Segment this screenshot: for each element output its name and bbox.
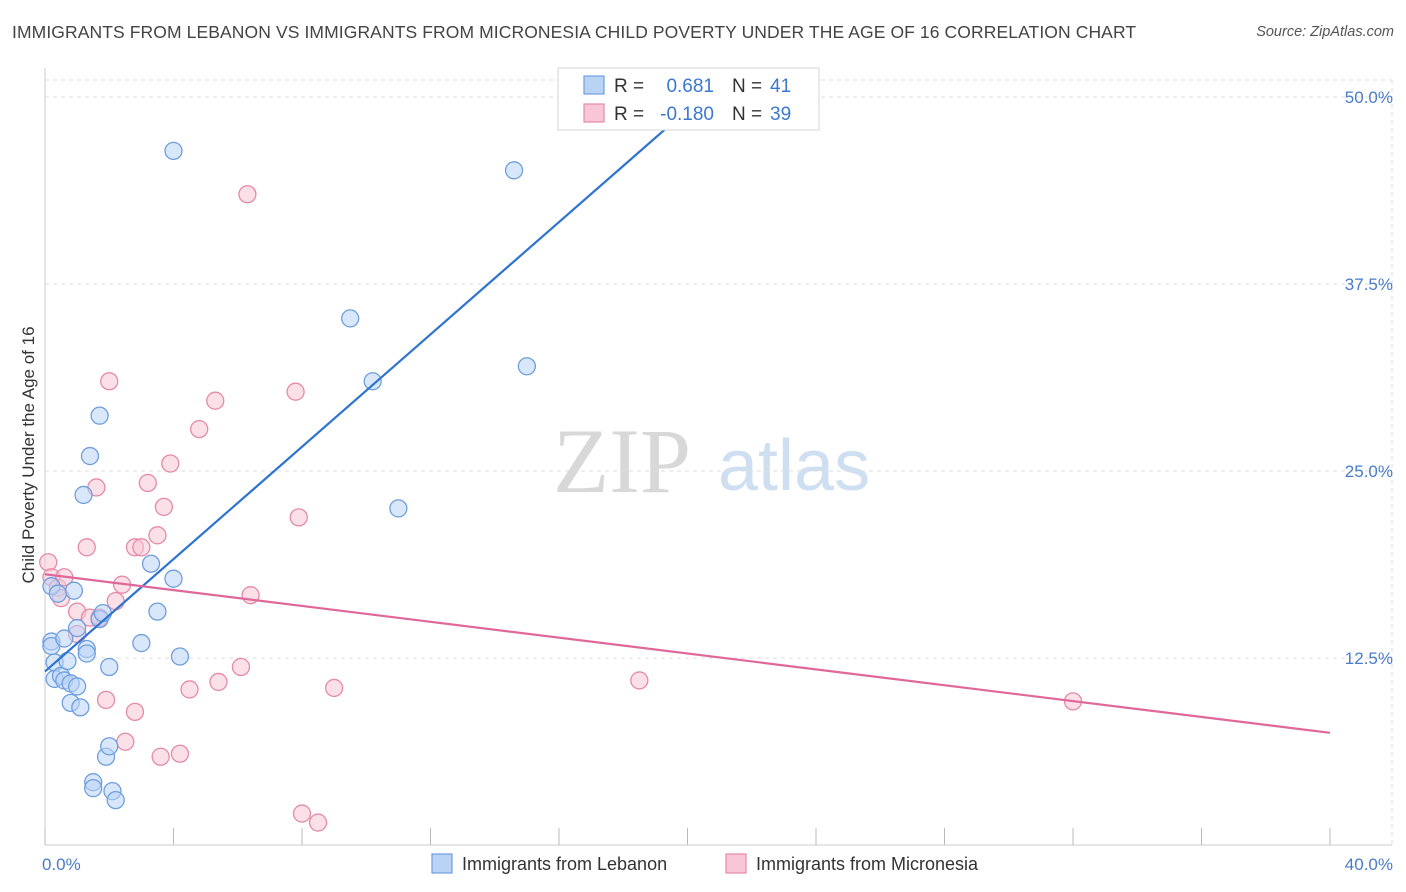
stats-swatch-micronesia	[583, 103, 605, 123]
stats-r-label-lebanon: R =	[614, 76, 644, 97]
micronesia-point-29	[238, 185, 257, 204]
lebanon-point-14	[74, 485, 93, 505]
micronesia-point-33	[289, 508, 308, 527]
micronesia-point-36	[324, 678, 344, 698]
lebanon-point-28	[132, 633, 151, 653]
micronesia-point-26	[190, 419, 209, 439]
y-tick-label-1: 25.0%	[1345, 462, 1393, 481]
micronesia-point-18	[132, 538, 151, 557]
y-tick-label-3: 50.0%	[1345, 88, 1393, 107]
lebanon-point-16	[77, 644, 96, 663]
micronesia-point-11	[96, 690, 116, 710]
micronesia-point-0	[39, 553, 58, 572]
lebanon-point-27	[106, 790, 125, 810]
watermark-atlas: atlas	[718, 426, 870, 506]
micronesia-point-23	[161, 454, 180, 473]
lebanon-point-38	[517, 357, 537, 376]
micronesia-point-21	[151, 747, 170, 766]
micronesia-point-30	[231, 657, 251, 677]
legend-swatch-lebanon	[431, 853, 453, 874]
stats-swatch-lebanon	[583, 75, 605, 95]
stats-n-label-lebanon: N =	[732, 76, 762, 97]
y-tick-label-2: 37.5%	[1345, 275, 1393, 294]
lebanon-point-12	[67, 677, 87, 696]
lebanon-point-17	[80, 446, 100, 466]
legend-swatch-micronesia	[725, 853, 747, 874]
micronesia-point-27	[206, 391, 225, 410]
lebanon-point-39	[48, 584, 67, 603]
tick-labels: 12.5% 25.0% 37.5% 50.0% 0.0% 40.0%	[42, 88, 1393, 874]
micronesia-point-20	[148, 526, 167, 545]
stats-n-value-lebanon: 41	[770, 76, 791, 97]
lebanon-point-31	[164, 569, 183, 588]
micronesia-point-19	[138, 473, 157, 493]
micronesia-point-17	[125, 702, 145, 722]
x-tick-label-0: 0.0%	[42, 855, 81, 874]
legend-label-lebanon: Immigrants from Lebanon	[462, 854, 667, 874]
x-tick-label-1: 40.0%	[1345, 855, 1393, 874]
trend-line-micronesia	[44, 573, 1331, 734]
micronesia-point-24	[170, 744, 190, 763]
micronesia-point-28	[209, 672, 228, 692]
stats-r-value-lebanon: 0.681	[666, 76, 714, 97]
lebanon-point-36	[389, 499, 408, 518]
lebanon-point-20	[90, 406, 109, 425]
lebanon-point-37	[504, 161, 524, 180]
lebanon-point-7	[58, 651, 77, 671]
lebanon-point-34	[341, 309, 360, 328]
series-lebanon-points	[42, 141, 537, 810]
micronesia-point-15	[116, 732, 135, 751]
watermark-zip: ZIP	[553, 410, 691, 512]
lebanon-point-33	[170, 647, 190, 666]
micronesia-point-32	[286, 382, 305, 401]
stats-n-label-micronesia: N =	[732, 104, 762, 125]
stats-n-value-micronesia: 39	[770, 104, 791, 125]
lebanon-point-11	[67, 618, 87, 638]
lebanon-point-24	[100, 657, 119, 677]
micronesia-point-37	[630, 671, 649, 690]
legend-label-micronesia: Immigrants from Micronesia	[756, 854, 979, 874]
stats-r-value-micronesia: -0.180	[660, 104, 714, 125]
stats-r-label-micronesia: R =	[614, 104, 644, 125]
y-tick-label-0: 12.5%	[1345, 649, 1393, 668]
lebanon-point-35	[363, 372, 382, 391]
lebanon-point-13	[71, 698, 90, 717]
micronesia-point-35	[308, 813, 328, 832]
lebanon-point-40	[55, 629, 74, 648]
lebanon-point-32	[164, 141, 183, 161]
trend-line-lebanon	[44, 120, 676, 673]
lebanon-point-30	[148, 602, 167, 621]
bottom-legend: Immigrants from Lebanon Immigrants from …	[431, 853, 979, 874]
micronesia-point-12	[100, 372, 119, 391]
source-credit: Source: ZipAtlas.com	[1256, 24, 1394, 40]
lebanon-point-22	[93, 603, 112, 623]
micronesia-point-25	[180, 680, 199, 699]
y-axis-label: Child Poverty Under the Age of 16	[19, 326, 38, 583]
micronesia-point-34	[292, 804, 312, 823]
micronesia-point-22	[154, 497, 174, 517]
lebanon-point-29	[141, 554, 161, 573]
lebanon-point-19	[84, 779, 103, 798]
lebanon-point-25	[100, 737, 119, 756]
micronesia-point-13	[106, 592, 125, 611]
lebanon-point-10	[64, 581, 84, 600]
trend-lines	[44, 120, 1331, 734]
axes	[44, 68, 1392, 846]
chart-title: IMMIGRANTS FROM LEBANON VS IMMIGRANTS FR…	[12, 22, 1137, 42]
micronesia-point-7	[77, 538, 96, 557]
stats-legend-box: R = 0.681 N = 41 R = -0.180 N = 39	[557, 67, 820, 131]
